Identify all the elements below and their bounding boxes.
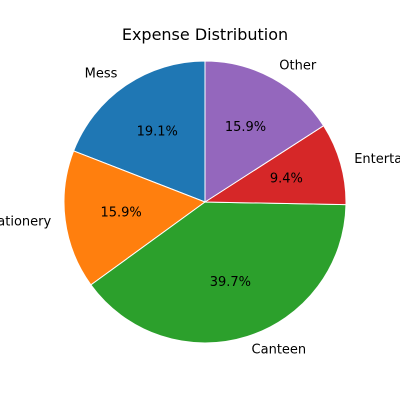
slice-label-mess: Mess bbox=[85, 66, 118, 81]
percentage-labels: 19.1% 15.9% 39.7% 9.4% 15.9% bbox=[100, 120, 302, 290]
slice-label-entertainment: Entertainment bbox=[354, 152, 400, 167]
slice-label-other: Other bbox=[279, 58, 317, 73]
slice-percent-entertainment: 9.4% bbox=[270, 171, 303, 186]
chart-title: Expense Distribution bbox=[122, 25, 288, 44]
pie-slice-canteen bbox=[90, 201, 347, 344]
slice-percent-mess: 19.1% bbox=[137, 125, 178, 140]
pie-slice-mess bbox=[72, 60, 206, 203]
slice-percent-canteen: 39.7% bbox=[210, 275, 251, 290]
pie-slice-stationery bbox=[63, 150, 207, 286]
pie-slice-entertainment bbox=[203, 125, 347, 206]
pie-slices bbox=[63, 60, 347, 344]
slice-label-canteen: Canteen bbox=[252, 342, 307, 357]
slice-percent-stationery: 15.9% bbox=[100, 205, 141, 220]
slice-label-stationery: Stationery bbox=[0, 214, 51, 229]
slice-percent-other: 15.9% bbox=[225, 120, 266, 135]
pie-slice-other bbox=[204, 60, 325, 203]
slice-labels: Mess Stationery Canteen Entertainment Other bbox=[0, 58, 400, 357]
